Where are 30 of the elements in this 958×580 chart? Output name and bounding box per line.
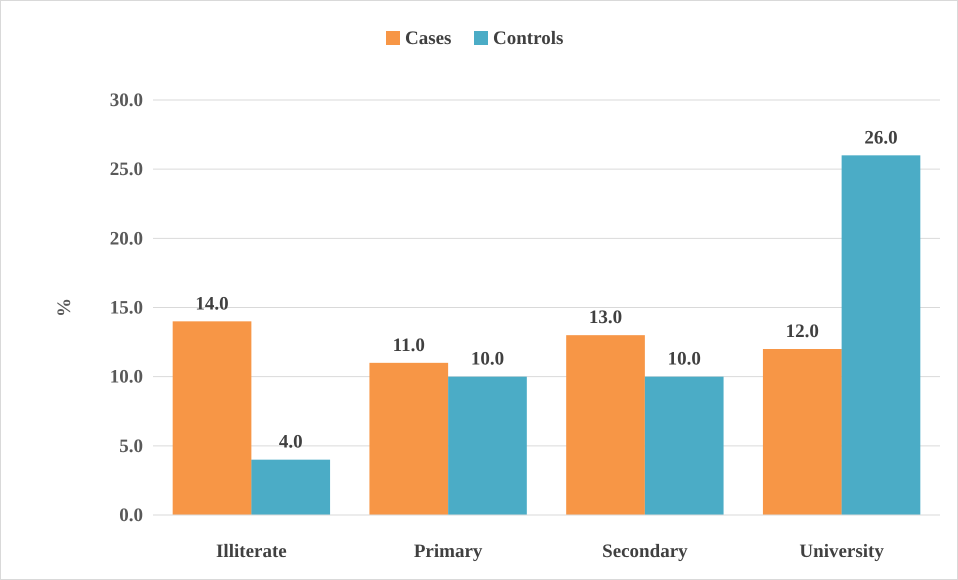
y-tick-label: 15.0 xyxy=(110,298,143,318)
x-tick-label: Illiterate xyxy=(216,541,287,562)
bar xyxy=(644,376,724,515)
y-tick-label: 0.0 xyxy=(119,505,143,526)
y-tick-label: 20.0 xyxy=(110,228,143,250)
legend-label: Cases xyxy=(405,28,452,49)
data-label: 14.0 xyxy=(195,293,229,314)
bar xyxy=(566,335,645,515)
data-label: 11.0 xyxy=(392,334,425,356)
data-label: 10.0 xyxy=(668,348,701,370)
data-label: 12.0 xyxy=(786,321,819,342)
data-label: 26.0 xyxy=(864,127,898,148)
data-label: 13.0 xyxy=(588,307,622,328)
y-tick-label: 10.0 xyxy=(110,366,143,388)
bar xyxy=(369,362,448,515)
x-tick-label: Primary xyxy=(414,541,483,562)
bar xyxy=(172,321,252,515)
x-tick-label: University xyxy=(799,541,884,562)
bar xyxy=(448,376,527,515)
legend-label: Controls xyxy=(493,28,564,49)
bar xyxy=(251,460,330,515)
y-axis-title: % xyxy=(54,298,75,317)
data-label: 4.0 xyxy=(278,432,303,453)
x-tick-label: Secondary xyxy=(602,541,688,562)
bar xyxy=(762,349,842,515)
bar xyxy=(842,155,920,515)
y-tick-label: 25.0 xyxy=(110,159,143,180)
data-label: 10.0 xyxy=(470,348,504,370)
y-tick-label: 5.0 xyxy=(119,436,143,457)
y-tick-label: 30.0 xyxy=(110,90,143,111)
